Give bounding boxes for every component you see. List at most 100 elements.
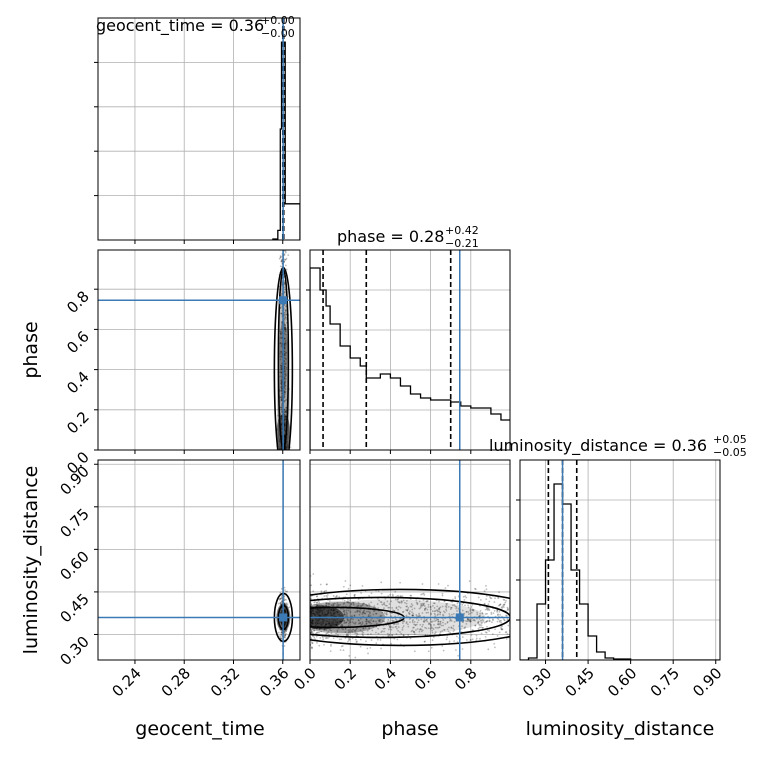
sample-point: [490, 597, 493, 600]
sample-point: [284, 328, 287, 331]
sample-point: [497, 613, 499, 616]
sample-point: [284, 324, 287, 326]
sample-point: [423, 609, 426, 612]
sample-point: [368, 621, 371, 624]
x-tick-label: 0.4: [371, 664, 401, 694]
sample-point: [494, 597, 496, 600]
sample-point: [385, 612, 388, 614]
sample-point: [412, 612, 415, 615]
sample-point: [283, 282, 286, 284]
sample-point: [395, 606, 398, 609]
sample-point: [370, 601, 373, 604]
sample-point: [343, 602, 346, 605]
sample-point: [280, 371, 283, 374]
sample-point: [403, 620, 406, 623]
sample-point: [500, 626, 502, 629]
sample-point: [387, 628, 390, 631]
sample-point: [456, 602, 459, 605]
sample-point: [501, 607, 504, 609]
sample-point: [280, 387, 283, 390]
sample-point: [411, 614, 414, 617]
sample-point: [367, 633, 369, 636]
sample-point: [363, 612, 366, 615]
sample-point: [359, 638, 362, 641]
sample-point: [498, 620, 501, 623]
sample-point: [469, 620, 472, 623]
sample-point: [285, 268, 288, 271]
sample-point: [342, 610, 345, 613]
sample-point: [323, 595, 326, 597]
sample-point: [346, 618, 349, 621]
sample-point: [468, 619, 471, 622]
sample-point: [279, 389, 281, 391]
sample-point: [283, 586, 286, 589]
sample-point: [283, 254, 286, 256]
sample-point: [353, 629, 356, 632]
sample-point: [466, 618, 469, 620]
sample-point: [279, 636, 282, 639]
sample-point: [424, 619, 427, 622]
sample-point: [283, 631, 286, 633]
sample-point: [284, 343, 287, 346]
sample-point: [392, 620, 395, 622]
sample-point: [433, 617, 436, 620]
sample-point: [469, 609, 472, 612]
sample-point: [340, 624, 342, 627]
sample-point: [486, 620, 488, 623]
sample-point: [320, 604, 322, 606]
sample-point: [341, 645, 344, 647]
sample-point: [346, 601, 349, 604]
sample-point: [377, 632, 380, 635]
sample-point: [279, 265, 282, 268]
sample-point: [501, 628, 503, 631]
sample-point: [452, 598, 454, 601]
sample-point: [386, 632, 389, 635]
sample-point: [441, 621, 444, 624]
sample-point: [422, 604, 425, 607]
sample-point: [279, 351, 282, 353]
sample-point: [500, 628, 503, 631]
sample-point: [362, 611, 365, 613]
sample-point: [279, 364, 282, 367]
sample-point: [428, 622, 430, 625]
xlabel-phase: phase: [381, 718, 438, 740]
sample-point: [280, 398, 283, 401]
sample-point: [409, 621, 411, 624]
sample-point: [283, 350, 286, 353]
sample-point: [445, 604, 448, 607]
sample-point: [347, 587, 350, 590]
sample-point: [279, 371, 282, 374]
sample-point: [368, 626, 371, 629]
sample-point: [340, 645, 343, 648]
sample-point: [284, 385, 287, 387]
sample-point: [356, 610, 358, 613]
sample-point: [281, 633, 283, 636]
y-tick-label: 0.6: [63, 327, 93, 357]
sample-point: [432, 620, 434, 622]
sample-point: [456, 635, 458, 638]
sample-point: [389, 593, 391, 596]
sample-point: [342, 585, 345, 588]
sample-point: [284, 392, 287, 394]
sample-point: [326, 602, 329, 605]
sample-point: [401, 628, 404, 631]
sample-point: [431, 605, 434, 607]
sample-point: [344, 615, 347, 618]
sample-point: [280, 379, 282, 382]
sample-point: [319, 636, 322, 639]
sample-point: [441, 645, 444, 647]
sample-point: [484, 613, 487, 615]
sample-point: [468, 580, 471, 583]
sample-point: [422, 592, 425, 595]
sample-point: [366, 647, 369, 650]
sample-point: [504, 631, 507, 634]
sample-point: [451, 604, 454, 607]
sample-point: [348, 619, 351, 622]
sample-point: [477, 621, 479, 624]
sample-point: [441, 630, 444, 632]
sample-point: [479, 624, 482, 626]
sample-point: [415, 599, 418, 601]
title-luminosity-distance-plus: +0.05: [713, 433, 747, 446]
sample-point: [429, 627, 432, 630]
sample-point: [367, 652, 369, 655]
